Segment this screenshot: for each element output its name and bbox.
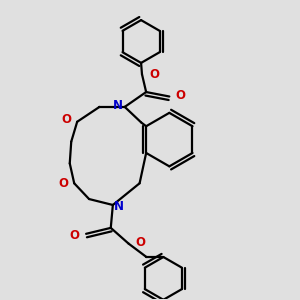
Text: O: O — [135, 236, 145, 249]
Text: O: O — [149, 68, 159, 81]
Text: O: O — [70, 229, 80, 242]
Text: O: O — [62, 113, 72, 126]
Text: N: N — [113, 99, 123, 112]
Text: N: N — [113, 200, 123, 213]
Text: O: O — [59, 177, 69, 190]
Text: O: O — [176, 89, 186, 102]
